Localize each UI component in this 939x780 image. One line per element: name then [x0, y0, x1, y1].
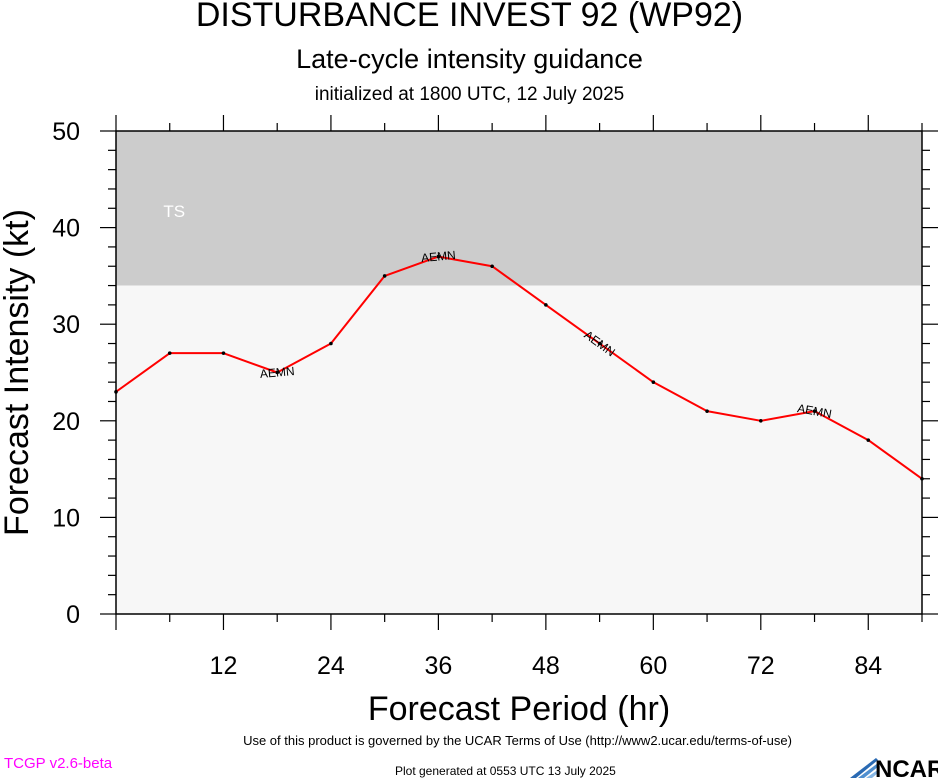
chart-title: DISTURBANCE INVEST 92 (WP92): [195, 0, 744, 34]
x-axis-label: Forecast Period (hr): [368, 690, 670, 728]
y-tick-label: 30: [52, 311, 80, 339]
generated-timestamp: Plot generated at 0553 UTC 13 July 2025: [395, 764, 616, 778]
band-1: [116, 285, 922, 614]
series-label-group: AEMN: [259, 364, 295, 381]
y-tick-label: 50: [52, 118, 80, 146]
data-point: [436, 254, 441, 259]
y-tick-label: 40: [52, 215, 80, 243]
band-label-ts: TS: [163, 202, 185, 221]
data-point: [382, 274, 387, 278]
y-axis-label: Forecast Intensity (kt): [0, 209, 36, 536]
x-tick-label: 48: [532, 652, 560, 680]
data-point: [759, 419, 763, 423]
intensity-bands: TS: [116, 131, 922, 614]
series-label: AEMN: [796, 401, 833, 421]
data-point: [597, 341, 602, 346]
y-tick-label: 10: [52, 504, 80, 532]
terms-of-use-text: Use of this product is governed by the U…: [243, 733, 792, 748]
series-label: AEMN: [259, 364, 295, 381]
tick-labels: 0 10 20 30 40 50 12 24 36 48 60 72 84: [52, 118, 882, 680]
x-tick-label: 60: [639, 652, 667, 680]
ncar-swoosh-icon: [850, 758, 879, 778]
x-tick-label: 84: [854, 652, 882, 680]
series-label-group: AEMN: [421, 248, 457, 265]
data-point: [866, 438, 871, 442]
data-point: [329, 341, 333, 346]
series-label: AEMN: [421, 248, 457, 265]
data-point: [221, 351, 226, 355]
data-point: [490, 264, 494, 269]
data-point: [167, 351, 172, 355]
chart-subtitle: Late-cycle intensity guidance: [296, 44, 643, 74]
version-label: TCGP v2.6-beta: [4, 755, 113, 772]
series-label-group: AEMN: [796, 401, 833, 421]
ncar-logo: NCAR: [850, 756, 938, 780]
series-line-aemn: [115, 255, 923, 480]
ncar-logo-text: NCAR: [875, 756, 938, 780]
x-tick-label: 12: [210, 652, 238, 680]
plot-frame: [115, 130, 923, 615]
band-0: [116, 131, 922, 286]
y-tick-label: 20: [52, 408, 80, 436]
tick-marks: [100, 115, 938, 630]
x-tick-label: 36: [424, 652, 452, 680]
init-time-label: initialized at 1800 UTC, 12 July 2025: [314, 84, 625, 105]
data-point: [651, 380, 656, 384]
x-tick-label: 72: [747, 652, 775, 680]
data-point: [705, 409, 709, 413]
data-point: [812, 409, 817, 413]
data-point: [275, 370, 280, 375]
x-tick-label: 24: [317, 652, 345, 680]
data-point: [544, 303, 548, 307]
y-tick-label: 0: [66, 601, 80, 629]
